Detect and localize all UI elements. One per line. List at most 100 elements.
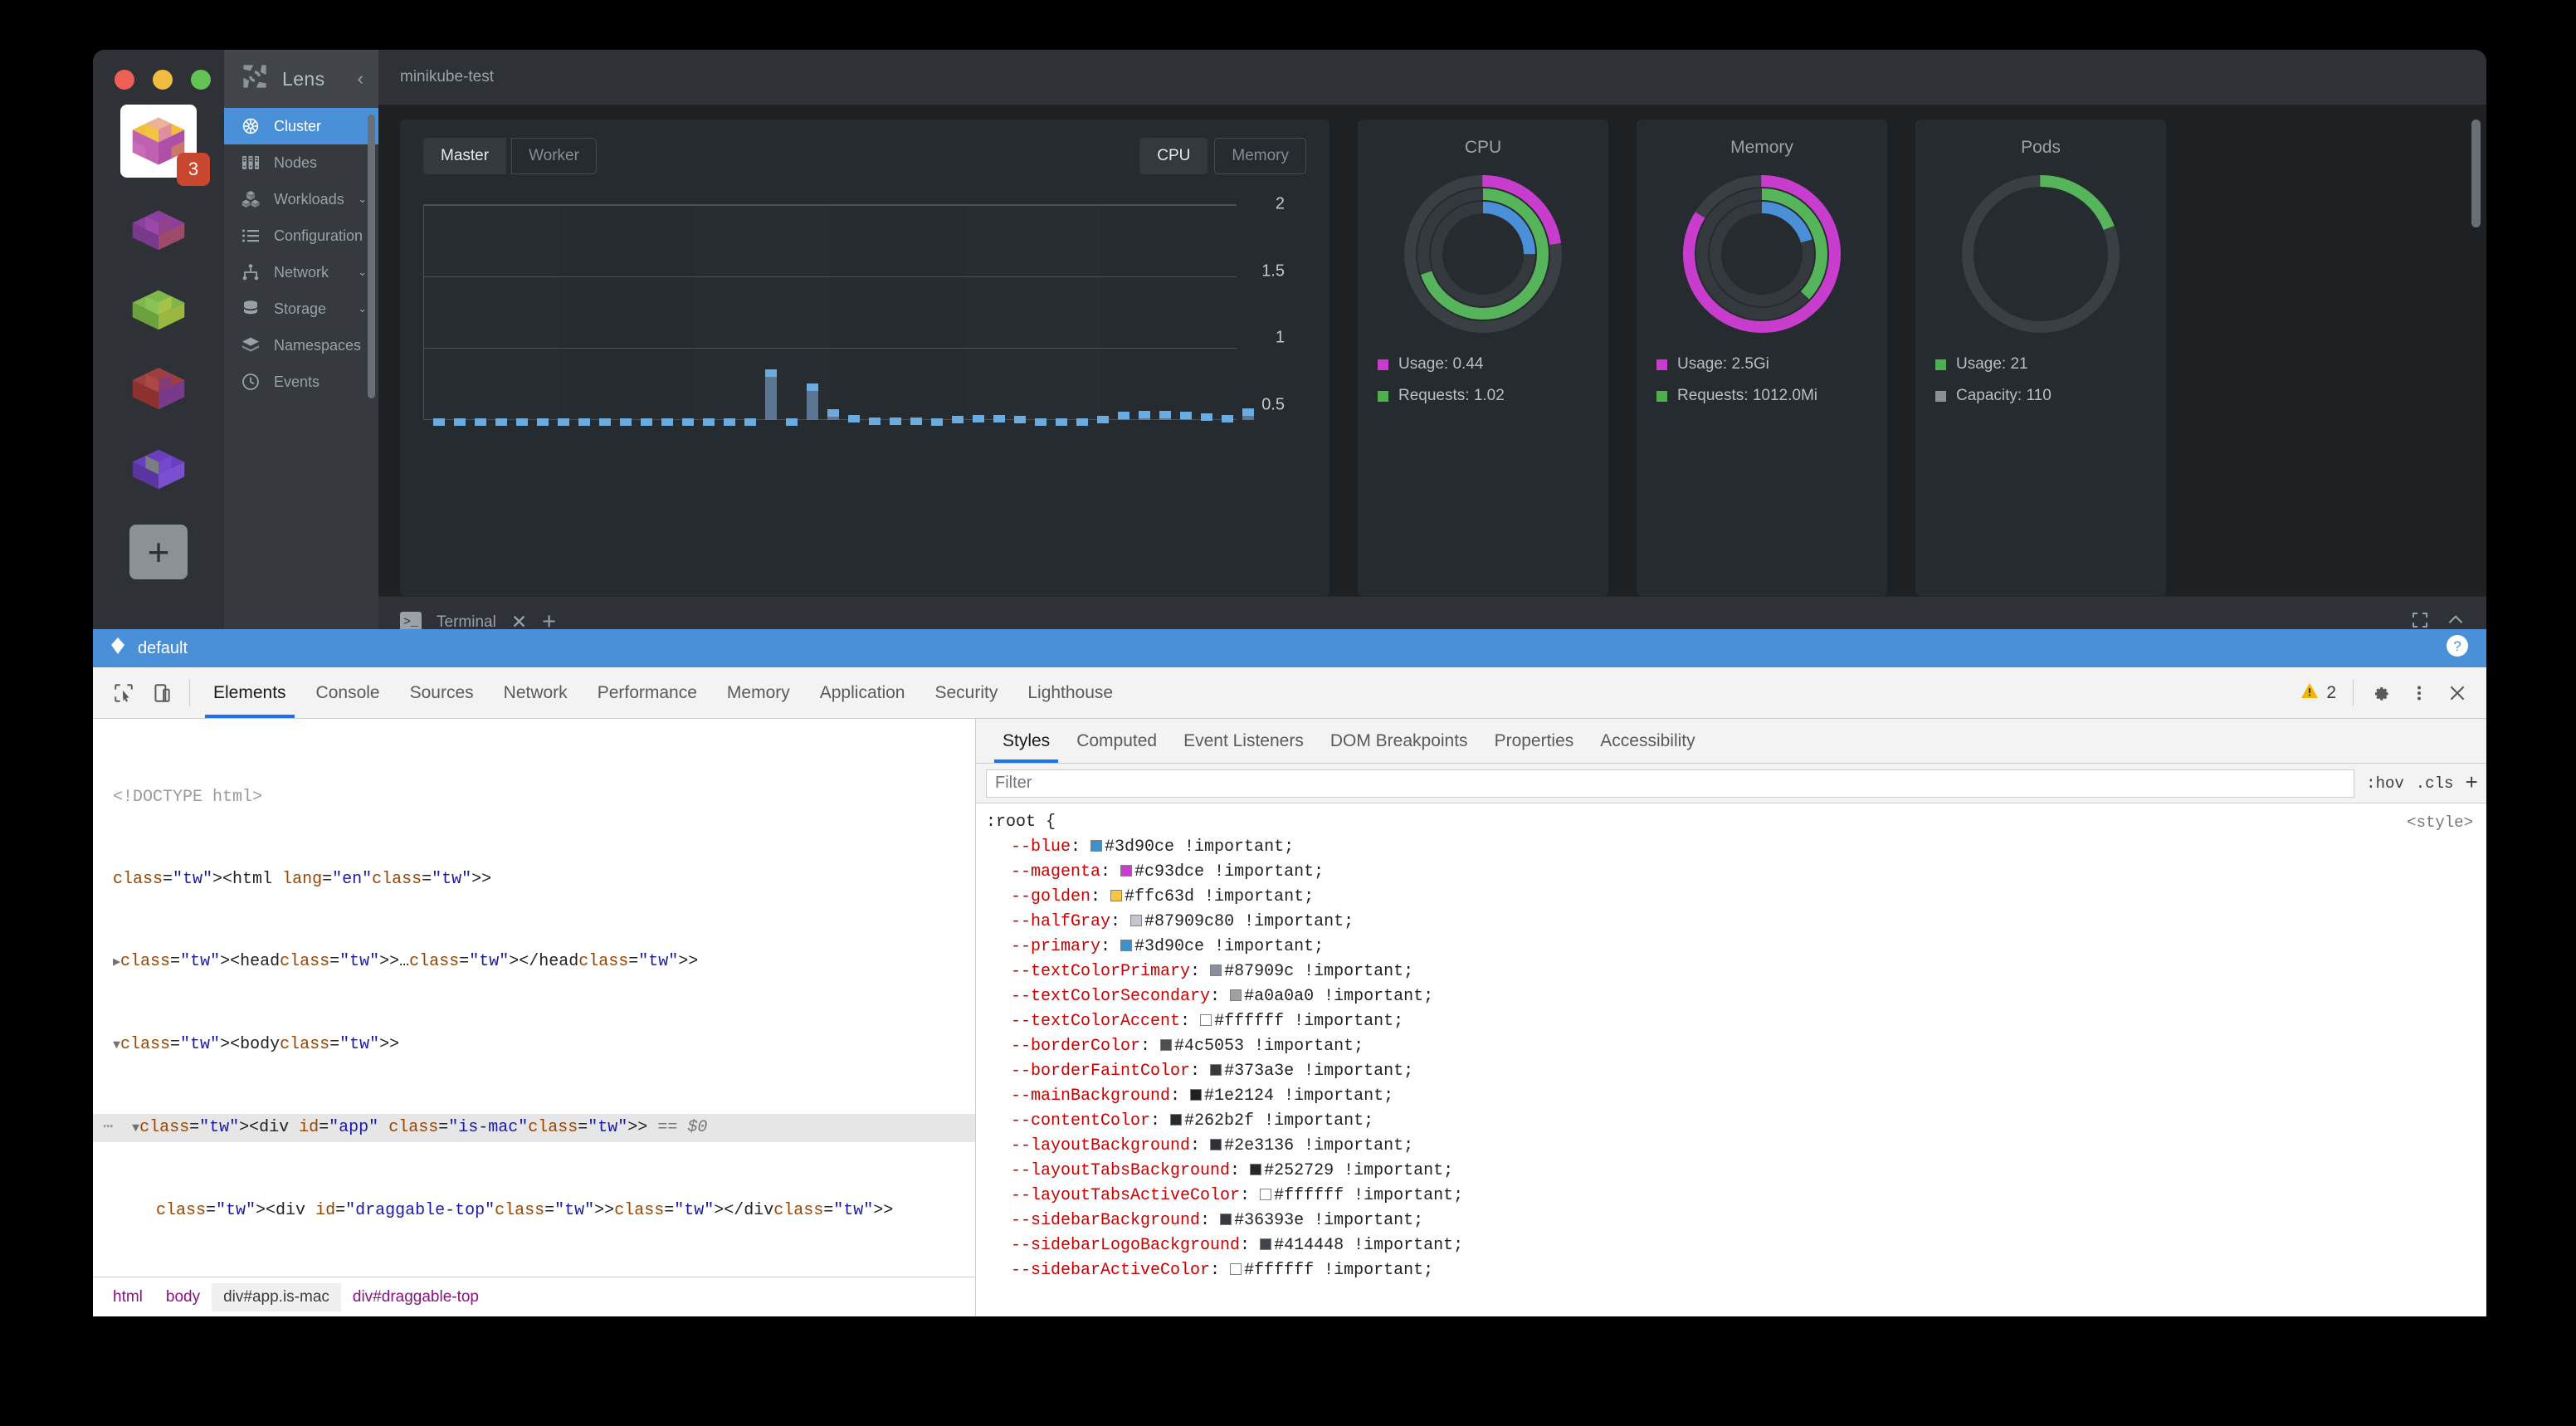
css-value[interactable]: #252729 !important; xyxy=(1264,1161,1454,1180)
css-property[interactable]: --blue xyxy=(1011,838,1071,857)
close-window-button[interactable] xyxy=(115,70,134,90)
css-value[interactable]: #3d90ce !important; xyxy=(1134,937,1325,956)
tab-memory[interactable]: Memory xyxy=(726,682,790,702)
chevron-left-icon[interactable]: ‹ xyxy=(357,68,363,89)
color-swatch[interactable] xyxy=(1170,1114,1183,1126)
css-value[interactable]: #3d90ce !important; xyxy=(1105,838,1295,857)
tab-properties[interactable]: Properties xyxy=(1494,730,1574,750)
chevron-down-icon[interactable]: ⌄ xyxy=(358,266,367,278)
css-property[interactable]: --textColorPrimary xyxy=(1011,962,1191,981)
tab-performance[interactable]: Performance xyxy=(597,682,697,702)
color-swatch[interactable] xyxy=(1220,1214,1232,1225)
color-swatch[interactable] xyxy=(1230,1263,1242,1275)
dom-line-html[interactable]: class="tw"><html lang="en"class="tw">> xyxy=(113,870,492,889)
css-property[interactable]: --layoutTabsBackground xyxy=(1011,1161,1231,1180)
css-value[interactable]: #373a3e !important; xyxy=(1224,1062,1414,1081)
cluster-item-5[interactable] xyxy=(122,437,195,496)
css-declaration[interactable]: --textColorPrimary: #87909c !important; xyxy=(1011,962,1414,981)
tab-event-listeners[interactable]: Event Listeners xyxy=(1183,730,1304,750)
css-rule-list[interactable]: <style> :root { --blue: #3d90ce !importa… xyxy=(976,803,2486,1316)
css-value[interactable]: #262b2f !important; xyxy=(1184,1111,1374,1131)
color-swatch[interactable] xyxy=(1210,1064,1222,1076)
tab-network[interactable]: Network xyxy=(503,682,568,702)
css-property[interactable]: --primary xyxy=(1011,937,1101,956)
dom-line-head[interactable]: ▶class="tw"><headclass="tw">>…class="tw"… xyxy=(113,952,699,971)
cluster-item-4[interactable] xyxy=(122,357,195,417)
style-source-link[interactable]: <style> xyxy=(2407,813,2473,832)
breadcrumb-item-body[interactable]: body xyxy=(165,1287,201,1306)
sidebar-scrollbar[interactable] xyxy=(368,115,375,398)
color-swatch[interactable] xyxy=(1130,915,1143,926)
css-value[interactable]: #ffffff !important; xyxy=(1214,1012,1404,1031)
css-declaration[interactable]: --sidebarActiveColor: #ffffff !important… xyxy=(1011,1261,1434,1280)
css-declaration[interactable]: --blue: #3d90ce !important; xyxy=(1011,838,1295,857)
tab-application[interactable]: Application xyxy=(819,682,905,702)
dom-line-doctype[interactable]: <!DOCTYPE html> xyxy=(113,788,263,807)
css-declaration[interactable]: --golden: #ffc63d !important; xyxy=(1011,887,1315,906)
color-swatch[interactable] xyxy=(1190,1089,1203,1101)
color-swatch[interactable] xyxy=(1110,890,1123,901)
cluster-item-2[interactable] xyxy=(122,198,195,257)
styles-filter-input[interactable] xyxy=(986,769,2355,798)
sidebar-item-network[interactable]: Network ⌄ xyxy=(224,254,378,291)
css-property[interactable]: --golden xyxy=(1011,887,1091,906)
css-property[interactable]: --halfGray xyxy=(1011,912,1111,931)
hov-toggle-button[interactable]: :hov xyxy=(2366,774,2404,793)
css-value[interactable]: #87909c !important; xyxy=(1224,962,1414,981)
warning-count-chip[interactable]: 2 xyxy=(2300,667,2344,718)
metric-memory-button[interactable]: Memory xyxy=(1214,138,1306,174)
tab-accessibility[interactable]: Accessibility xyxy=(1600,730,1695,750)
css-declaration[interactable]: --borderColor: #4c5053 !important; xyxy=(1011,1037,1364,1056)
cluster-item-minikube-test[interactable]: 3 xyxy=(120,105,210,186)
terminal-close-icon[interactable]: ✕ xyxy=(510,611,528,632)
css-declaration[interactable]: --mainBackground: #1e2124 !important; xyxy=(1011,1087,1394,1106)
tab-lighthouse[interactable]: Lighthouse xyxy=(1027,682,1114,702)
css-declaration[interactable]: --sidebarBackground: #36393e !important; xyxy=(1011,1211,1424,1230)
close-icon[interactable] xyxy=(2438,667,2476,718)
css-property[interactable]: --layoutTabsActiveColor xyxy=(1011,1186,1241,1205)
css-declaration[interactable]: --magenta: #c93dce !important; xyxy=(1011,862,1325,881)
css-property[interactable]: --magenta xyxy=(1011,862,1101,881)
inspect-cursor-icon[interactable] xyxy=(105,667,143,718)
css-value[interactable]: #ffc63d !important; xyxy=(1125,887,1315,906)
kebab-menu-icon[interactable] xyxy=(2400,667,2438,718)
css-value[interactable]: #36393e !important; xyxy=(1234,1211,1424,1230)
tab-dom-breakpoints[interactable]: DOM Breakpoints xyxy=(1329,730,1468,750)
breadcrumb-item-draggable-top[interactable]: div#draggable-top xyxy=(352,1287,480,1306)
cluster-item-3[interactable] xyxy=(122,277,195,337)
css-declaration[interactable]: --layoutBackground: #2e3136 !important; xyxy=(1011,1136,1414,1155)
terminal-tab-label[interactable]: Terminal xyxy=(437,613,496,631)
dom-tree[interactable]: <!DOCTYPE html> class="tw"><html lang="e… xyxy=(93,719,975,1277)
chevron-down-icon[interactable]: ⌄ xyxy=(358,193,367,205)
tab-security[interactable]: Security xyxy=(934,682,998,702)
device-toolbar-icon[interactable] xyxy=(143,667,181,718)
color-swatch[interactable] xyxy=(1260,1189,1272,1200)
css-declaration[interactable]: --textColorSecondary: #a0a0a0 !important… xyxy=(1011,987,1434,1006)
css-value[interactable]: #4c5053 !important; xyxy=(1174,1037,1364,1056)
content-scrollbar[interactable] xyxy=(2471,120,2481,227)
breadcrumb-item-html[interactable]: html xyxy=(113,1287,143,1306)
css-declaration[interactable]: --layoutTabsBackground: #252729 !importa… xyxy=(1011,1161,1454,1180)
css-declaration[interactable]: --halfGray: #87909c80 !important; xyxy=(1011,912,1354,931)
color-swatch[interactable] xyxy=(1120,865,1133,877)
cls-toggle-button[interactable]: .cls xyxy=(2415,774,2454,793)
dom-line-draggable-top[interactable]: class="tw"><div id="draggable-top"class=… xyxy=(156,1201,894,1220)
css-declaration[interactable]: --borderFaintColor: #373a3e !important; xyxy=(1011,1062,1414,1081)
css-property[interactable]: --borderColor xyxy=(1011,1037,1141,1056)
css-value[interactable]: #ffffff !important; xyxy=(1274,1186,1464,1205)
css-property[interactable]: --mainBackground xyxy=(1011,1087,1171,1106)
sidebar-item-namespaces[interactable]: Namespaces xyxy=(224,327,378,364)
minimize-window-button[interactable] xyxy=(153,70,173,90)
node-filter-worker-button[interactable]: Worker xyxy=(511,138,597,174)
color-swatch[interactable] xyxy=(1260,1238,1272,1250)
css-property[interactable]: --sidebarBackground xyxy=(1011,1211,1201,1230)
tab-console[interactable]: Console xyxy=(315,682,380,702)
css-declaration[interactable]: --primary: #3d90ce !important; xyxy=(1011,937,1325,956)
tab-elements[interactable]: Elements xyxy=(198,667,301,718)
color-swatch[interactable] xyxy=(1160,1039,1173,1051)
css-property[interactable]: --sidebarLogoBackground xyxy=(1011,1236,1241,1255)
question-mark-icon[interactable]: ? xyxy=(2445,633,2470,663)
node-filter-master-button[interactable]: Master xyxy=(423,138,507,174)
new-style-rule-button[interactable]: + xyxy=(2465,770,2478,796)
tab-styles[interactable]: Styles xyxy=(989,719,1063,763)
